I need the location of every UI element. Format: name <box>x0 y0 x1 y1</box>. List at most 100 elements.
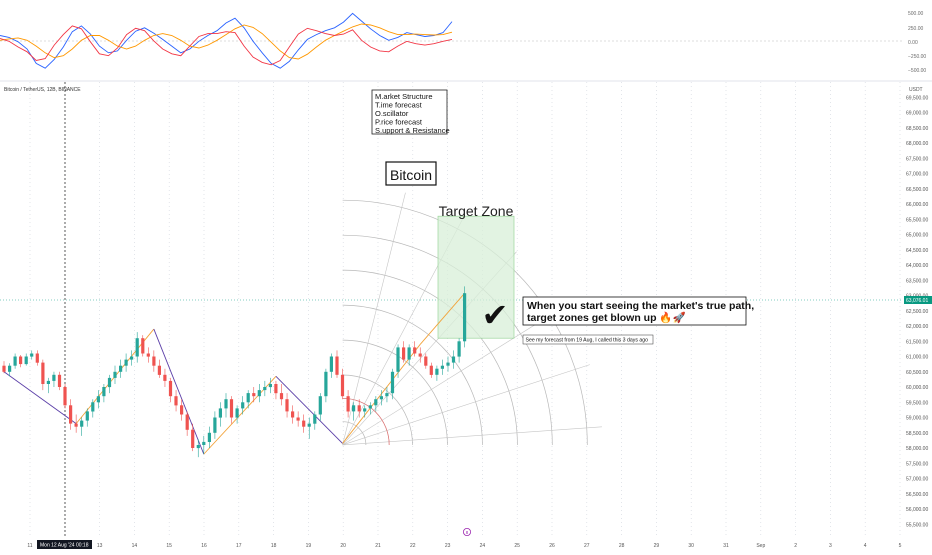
callout-note[interactable]: When you start seeing the market's true … <box>522 296 754 326</box>
symbol-legend[interactable]: Bitcoin / TetherUS, 12B, BINANCE <box>4 87 81 93</box>
candle-body <box>390 371 395 394</box>
candle-body <box>218 408 222 418</box>
candle <box>202 435 206 455</box>
target-zone-rectangle[interactable] <box>437 215 515 339</box>
callout-box <box>522 296 747 326</box>
zigzag-segment <box>153 328 205 455</box>
candle <box>74 414 78 433</box>
price-tick-label: 55,500.00 <box>906 522 928 528</box>
oscillator-series <box>0 12 453 69</box>
candle <box>85 408 89 427</box>
event-marker-icon <box>462 528 471 537</box>
last-price-tag-box <box>904 296 932 304</box>
candle <box>302 414 306 433</box>
candle <box>107 374 112 394</box>
candle <box>429 362 433 378</box>
candle <box>307 417 311 439</box>
price-tick-label: 61,000.00 <box>906 355 928 361</box>
candle <box>41 359 45 391</box>
candle <box>296 411 300 427</box>
last-price-tag[interactable]: 63,076.01 <box>904 296 932 304</box>
candle-body <box>168 380 173 397</box>
event-marker[interactable]: 8 <box>462 528 471 537</box>
candle <box>213 411 217 439</box>
candle-body <box>85 411 89 421</box>
candle <box>352 402 356 421</box>
time-tick-label: 21 <box>375 543 381 549</box>
candle-body <box>252 393 256 397</box>
candle <box>63 383 67 409</box>
candle-body <box>463 293 467 342</box>
candle-body <box>263 387 267 391</box>
candle-body <box>107 377 112 388</box>
candle <box>385 387 389 403</box>
price-tick-label: 57,500.00 <box>906 461 928 467</box>
candle-body <box>91 402 95 412</box>
candle <box>407 344 411 366</box>
time-tick-label: Sep <box>756 543 765 549</box>
price-tick-label: 66,500.00 <box>906 187 928 193</box>
candle-body <box>457 341 461 357</box>
oscillator-line <box>0 12 453 69</box>
candle <box>8 363 12 377</box>
candle <box>80 417 84 436</box>
candle <box>24 353 28 366</box>
forecast-note[interactable]: See my forecast from 19 Aug, I called th… <box>522 334 654 345</box>
time-tick-label: 20 <box>340 543 346 549</box>
candle <box>224 393 228 418</box>
currency-label[interactable]: USDT <box>909 87 923 93</box>
candle <box>346 390 350 418</box>
candle <box>146 347 150 363</box>
price-tick-label: 62,000.00 <box>906 324 928 330</box>
price-tick-label: 56,000.00 <box>906 507 928 513</box>
oscillator-tick-label: 500.00 <box>908 11 924 17</box>
candle <box>69 399 73 430</box>
price-axis[interactable]: 69,500.00 69,000.00 68,500.00 68,000.00 67,5… <box>906 95 928 528</box>
candle <box>340 368 345 400</box>
candle-body <box>24 356 28 365</box>
candle-body <box>35 353 39 363</box>
fan-arc-accent <box>342 397 390 445</box>
candle-body <box>446 362 450 366</box>
candle-body <box>257 390 261 397</box>
price-pane[interactable]: Bitcoin / TetherUS, 12B, BINANCE USDT M.… <box>0 82 932 549</box>
candle-body <box>402 347 406 360</box>
bitcoin-title-note[interactable]: Bitcoin <box>385 161 437 186</box>
candle-body <box>385 393 389 397</box>
candle <box>252 387 256 403</box>
checkmark-icon[interactable]: ✔ <box>482 297 509 333</box>
zigzag-lines[interactable] <box>3 292 465 455</box>
candle <box>207 426 211 449</box>
candle-body <box>279 393 284 400</box>
price-tick-label: 58,500.00 <box>906 431 928 437</box>
price-tick-label: 59,500.00 <box>906 400 928 406</box>
time-axis[interactable]: 1112131415161718192021222324252627282930… <box>27 543 901 549</box>
target-zone-label[interactable]: Target Zone <box>439 203 514 219</box>
candle <box>235 405 239 424</box>
candle <box>157 359 161 378</box>
candle-body <box>302 420 306 427</box>
oscillator-pane[interactable]: 500.00 250.00 0.00 −250.00 −500.00 <box>0 11 926 74</box>
candle <box>174 390 178 412</box>
candle-body <box>407 347 411 360</box>
candle <box>91 399 95 418</box>
fan-ray <box>342 364 590 446</box>
oscillator-price-axis[interactable]: 500.00 250.00 0.00 −250.00 −500.00 <box>908 11 926 74</box>
candle <box>263 380 267 397</box>
candle <box>57 371 62 391</box>
mtops-note[interactable]: M.arket Structure T.ime forecast O.scill… <box>371 89 450 135</box>
time-tick-label: 13 <box>97 543 103 549</box>
mtops-line: T.ime forecast <box>375 101 423 110</box>
fib-speed-fan[interactable] <box>342 192 602 446</box>
candle-body <box>285 399 289 412</box>
crosshair-time-tag[interactable]: Mon 12 Aug '24 00:18 <box>37 540 92 549</box>
candle-body <box>340 374 345 397</box>
candle-body <box>296 417 300 421</box>
forecast-note-box <box>522 334 654 345</box>
candle-body <box>141 338 145 354</box>
price-tick-label: 65,000.00 <box>906 233 928 239</box>
candle <box>124 353 128 372</box>
price-tick-label: 57,000.00 <box>906 477 928 483</box>
